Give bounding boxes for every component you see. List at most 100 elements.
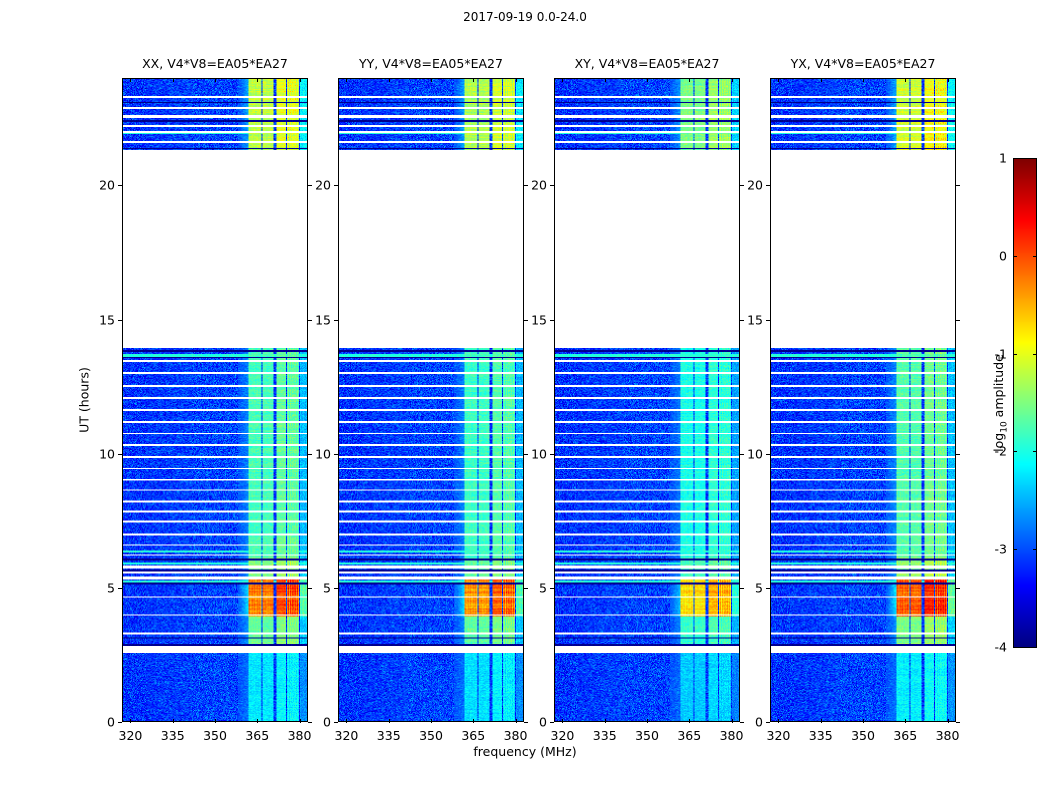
x-axis-tick [647, 78, 648, 82]
x-axis-tick [689, 78, 691, 82]
y-axis-tick [308, 453, 312, 455]
x-axis-tick [130, 78, 132, 82]
x-axis-tick [215, 719, 216, 723]
x-axis-tick-label: 350 [419, 728, 443, 743]
y-axis-tick [550, 185, 554, 187]
x-axis-tick-label: 335 [808, 728, 833, 743]
x-axis-tick-label: 335 [160, 728, 185, 743]
x-axis-tick [473, 78, 475, 82]
x-axis-tick [863, 719, 864, 723]
y-axis-tick [524, 587, 528, 589]
y-axis-tick [334, 453, 338, 455]
y-axis-tick [308, 722, 312, 723]
y-axis-tick [766, 453, 770, 455]
y-axis-tick-label: 20 [99, 177, 115, 193]
y-axis-tick-label: 0 [755, 714, 763, 730]
x-axis-tick [388, 78, 390, 82]
y-axis-label: UT (hours) [76, 367, 92, 433]
y-axis-tick-label: 15 [747, 312, 763, 327]
y-axis-tick-label: 10 [99, 446, 115, 462]
y-axis-tick [956, 319, 960, 321]
panel-yx[interactable]: YX, V4*V8=EA05*EA27 320 335 350 365 380 0 5 10 1… [747, 56, 960, 743]
y-axis-tick-label: 5 [539, 580, 547, 596]
x-axis-tick [647, 719, 648, 723]
x-axis-tick [473, 719, 475, 723]
x-axis-tick-label: 335 [376, 728, 401, 743]
x-axis-tick-label: 380 [503, 728, 528, 743]
x-axis-tick [299, 719, 301, 723]
y-axis-tick [118, 587, 122, 589]
x-axis-tick [604, 78, 606, 82]
axes-xx [122, 78, 308, 722]
x-axis-tick [778, 719, 780, 723]
y-axis-tick-label: 10 [531, 446, 547, 462]
colorbar-tick [1033, 549, 1037, 551]
colorbar-gradient [1013, 158, 1037, 648]
y-axis-tick [308, 185, 312, 187]
panel-xy[interactable]: XY, V4*V8=EA05*EA27 320 335 350 365 380 0 5 10 1… [531, 56, 744, 743]
y-axis-tick [740, 319, 744, 321]
x-axis-tick [130, 719, 132, 723]
axes-yy [338, 78, 524, 722]
y-axis-tick [956, 587, 960, 589]
y-axis-tick [956, 453, 960, 455]
colorbar-tick-label: -3 [994, 541, 1007, 557]
y-axis-tick-label: 5 [107, 580, 115, 596]
x-axis-tick [731, 78, 733, 82]
x-axis-tick [689, 719, 691, 723]
colorbar-tick [1033, 158, 1037, 159]
y-axis-tick [524, 185, 528, 187]
x-axis-tick-label: 320 [118, 728, 143, 743]
y-axis-tick-label: 15 [99, 312, 115, 327]
axes-xy [554, 78, 740, 722]
colorbar-label: log10 amplitude [991, 354, 1010, 452]
colorbar-tick [1033, 647, 1037, 648]
panel-title-xx: XX, V4*V8=EA05*EA27 [142, 56, 288, 71]
y-axis-tick [740, 185, 744, 187]
axes-yx [770, 78, 956, 722]
y-axis-tick [524, 453, 528, 455]
x-axis-tick [905, 719, 907, 723]
x-axis-tick [431, 78, 432, 82]
colorbar[interactable]: -4 -3 -2 -1 0 1 [995, 151, 1037, 655]
x-axis-tick-label: 380 [287, 728, 312, 743]
x-axis-label: frequency (MHz) [473, 744, 577, 759]
x-axis-tick [431, 719, 432, 723]
x-axis-tick-label: 320 [766, 728, 791, 743]
y-axis-tick [740, 587, 744, 589]
x-axis-tick [905, 78, 907, 82]
y-axis-tick-label: 5 [755, 580, 763, 596]
x-axis-tick [215, 78, 216, 82]
y-axis-tick-label: 0 [539, 714, 547, 730]
y-axis-tick [740, 722, 744, 723]
colorbar-tick-label: 1 [999, 150, 1007, 166]
y-axis-tick [550, 319, 554, 321]
colorbar-tick-label: -2 [994, 443, 1007, 459]
y-axis-tick-label: 10 [747, 446, 763, 462]
x-axis-tick-label: 365 [461, 728, 486, 743]
x-axis-tick-label: 350 [203, 728, 227, 743]
x-axis-tick [172, 719, 174, 723]
x-axis-tick [346, 78, 348, 82]
y-axis-tick [766, 587, 770, 589]
colorbar-tick [1013, 451, 1017, 453]
waterfall-image-xx [123, 79, 307, 721]
x-axis-tick [257, 78, 259, 82]
y-axis-tick [766, 185, 770, 187]
x-axis-tick-label: 320 [550, 728, 575, 743]
x-axis-tick-label: 380 [719, 728, 744, 743]
x-axis-tick [515, 719, 517, 723]
x-axis-tick [299, 78, 301, 82]
colorbar-tick-label: -4 [994, 639, 1007, 655]
colorbar-tick-label: 0 [999, 248, 1007, 264]
y-axis-tick [334, 185, 338, 187]
panel-xx[interactable]: XX, V4*V8=EA05*EA27 320 335 350 365 380 0 5 10 1… [99, 56, 312, 743]
x-axis-tick [257, 719, 259, 723]
colorbar-tick [1013, 353, 1017, 355]
panel-yy[interactable]: YY, V4*V8=EA05*EA27 320 335 350 365 380 0 5 10 1… [315, 56, 528, 743]
x-axis-tick [947, 78, 949, 82]
x-axis-tick [820, 719, 822, 723]
x-axis-tick [388, 719, 390, 723]
x-axis-tick [820, 78, 822, 82]
